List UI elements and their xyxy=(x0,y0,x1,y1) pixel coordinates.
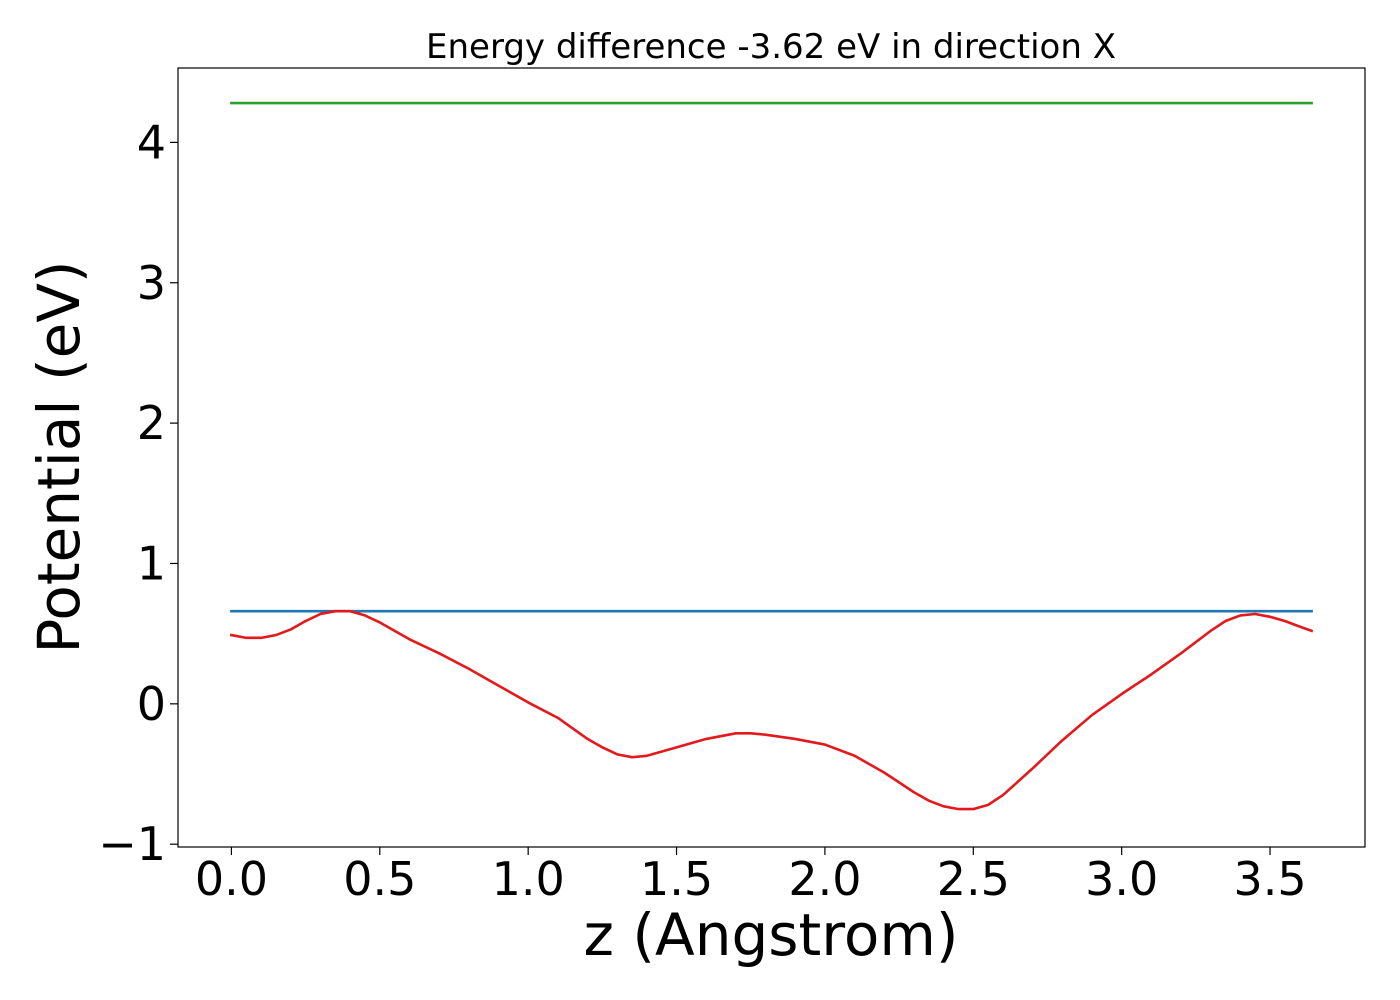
y-axis-label: Potential (eV) xyxy=(25,260,93,653)
y-tick-label: 2 xyxy=(137,396,166,450)
x-tick-label: 0.5 xyxy=(343,852,416,906)
series-line-2 xyxy=(229,609,1314,811)
y-tick-label: 0 xyxy=(137,677,166,731)
x-tick-label: 2.0 xyxy=(788,852,861,906)
plot-frame xyxy=(177,67,1366,848)
x-tick-label: 3.0 xyxy=(1085,852,1158,906)
x-axis: 0.0 0.5 1.0 1.5 2.0 2.5 3.0 3.5 xyxy=(195,847,1307,906)
x-tick-label: 1.5 xyxy=(640,852,713,906)
x-tick-label: 3.5 xyxy=(1233,852,1306,906)
y-axis: −1 0 1 2 3 4 xyxy=(98,115,178,871)
series-layer xyxy=(229,101,1314,811)
chart-title: Energy difference -3.62 eV in direction … xyxy=(426,27,1116,67)
y-tick-label: −1 xyxy=(98,817,166,871)
y-tick-label: 3 xyxy=(137,256,166,310)
x-tick-label: 1.0 xyxy=(492,852,565,906)
y-tick-label: 1 xyxy=(137,536,166,590)
x-tick-label: 0.0 xyxy=(195,852,268,906)
x-axis-label: z (Angstrom) xyxy=(584,901,959,969)
x-tick-label: 2.5 xyxy=(937,852,1010,906)
y-tick-label: 4 xyxy=(137,115,166,169)
